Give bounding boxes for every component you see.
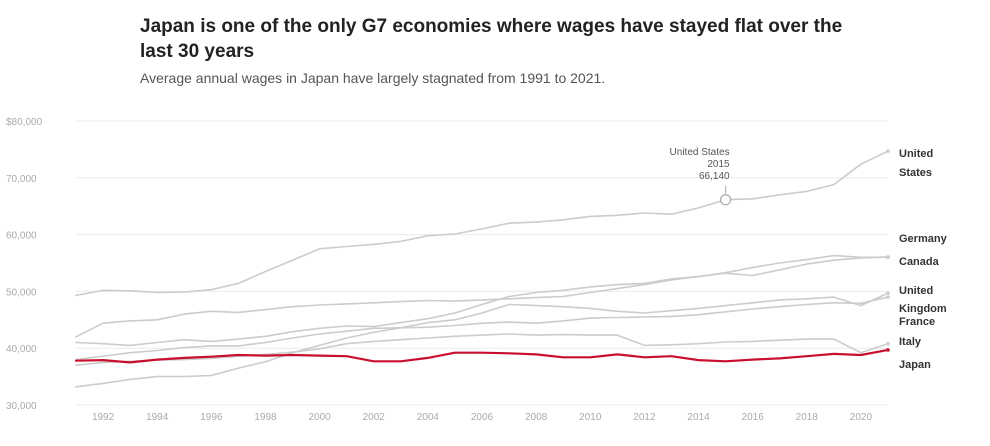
series-label-united-states: United bbox=[899, 148, 933, 160]
x-axis-ticks: 1992 1994 1996 1998 2000 2002 2004 2006 2008 2010… bbox=[92, 412, 873, 423]
x-tick-label: 2004 bbox=[417, 412, 440, 423]
x-tick-label: 2008 bbox=[525, 412, 548, 423]
series-line-france bbox=[75, 296, 889, 361]
series-line-italy bbox=[75, 333, 889, 367]
x-tick-label: 2014 bbox=[687, 412, 710, 423]
annotation-text: 66,140 bbox=[699, 171, 730, 182]
x-tick-label: 2016 bbox=[742, 412, 765, 423]
series-labels: United States Germany Canada United KingdomFr… bbox=[899, 148, 948, 371]
x-tick-label: 2006 bbox=[471, 412, 494, 423]
series-label-japan: Japan bbox=[899, 359, 931, 371]
x-tick-label: 2018 bbox=[796, 412, 819, 423]
series-label-united-kingdom: United bbox=[899, 285, 933, 297]
series-label-canada: Canada bbox=[899, 256, 940, 268]
series-end-point bbox=[886, 149, 890, 153]
series-line-japan bbox=[74, 348, 890, 364]
y-tick-label: 50,000 bbox=[6, 287, 37, 298]
series-line-canada bbox=[75, 255, 889, 347]
annotation-marker bbox=[719, 194, 732, 206]
y-tick-label: 60,000 bbox=[6, 231, 37, 242]
series-layer bbox=[74, 149, 890, 388]
annotation-text: 2015 bbox=[707, 159, 730, 170]
y-tick-label: 30,000 bbox=[6, 401, 37, 412]
series-end-point bbox=[886, 348, 890, 352]
series-line-germany bbox=[75, 254, 889, 338]
series-line-united-states bbox=[75, 150, 889, 297]
series-label-france: France bbox=[899, 316, 935, 328]
series-end-point bbox=[886, 291, 890, 295]
x-tick-label: 1994 bbox=[146, 412, 169, 423]
x-tick-label: 2002 bbox=[363, 412, 386, 423]
series-end-point bbox=[886, 341, 890, 346]
annotation-text: United States bbox=[670, 147, 730, 158]
grid-layer bbox=[76, 120, 888, 406]
y-tick-label: 40,000 bbox=[6, 344, 37, 355]
chart-title: Japan is one of the only G7 economies wh… bbox=[140, 16, 843, 62]
series-line-united-kingdom bbox=[75, 292, 889, 388]
x-tick-label: 2010 bbox=[579, 412, 602, 423]
x-tick-label: 1992 bbox=[92, 412, 115, 423]
x-tick-label: 2012 bbox=[633, 412, 656, 423]
x-tick-label: 2020 bbox=[850, 412, 873, 423]
series-label-united-kingdom: Kingdom bbox=[899, 303, 947, 315]
series-end-point bbox=[886, 295, 890, 299]
series-label-germany: Germany bbox=[899, 233, 948, 245]
series-label-italy: Italy bbox=[899, 336, 922, 348]
x-tick-label: 1996 bbox=[200, 412, 223, 423]
y-tick-label: $80,000 bbox=[6, 117, 43, 128]
x-tick-label: 1998 bbox=[254, 412, 277, 423]
series-label-united-states: States bbox=[899, 167, 932, 179]
y-tick-label: 70,000 bbox=[6, 174, 37, 185]
x-tick-label: 2000 bbox=[308, 412, 331, 423]
y-axis-ticks: 30,000 40,000 50,000 60,000 70,000 $80,000 bbox=[6, 117, 43, 412]
chart-subtitle: Average annual wages in Japan have large… bbox=[140, 70, 606, 86]
series-end-point bbox=[886, 254, 890, 259]
